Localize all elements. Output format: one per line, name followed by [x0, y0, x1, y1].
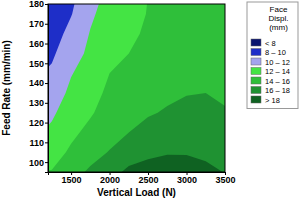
x-axis-tick-label: 3000 — [177, 175, 197, 185]
y-axis-tick-label: 140 — [29, 78, 44, 88]
legend: FaceDispl.(mm) < 88 – 1010 – 1212 – 1414 … — [247, 2, 298, 109]
contour-band — [48, 4, 225, 172]
y-axis-tick: 100 — [29, 157, 48, 167]
contour-band — [85, 93, 225, 172]
y-axis-tick: 150 — [29, 59, 48, 69]
chart: 1500 2000 2500 3000 3500 100 110 120 130 140 150 16… — [0, 0, 300, 199]
legend-label: 14 – 16 — [265, 77, 290, 86]
x-axis-tick: 1500 — [62, 172, 82, 185]
x-axis-title: Vertical Load (N) — [97, 187, 176, 198]
legend-label: 8 – 10 — [265, 48, 286, 57]
legend-title: (mm) — [269, 23, 288, 32]
x-axis-tick-label: 1500 — [62, 175, 82, 185]
contour-band — [48, 4, 225, 172]
y-axis-tick-mark — [45, 44, 48, 45]
legend-swatch — [251, 77, 261, 84]
y-axis-tick-label: 130 — [29, 98, 44, 108]
y-axis-tick-label: 110 — [29, 138, 44, 148]
x-axis-tick-label: 2000 — [100, 175, 120, 185]
legend-swatch — [251, 87, 261, 94]
x-axis-tick: 2000 — [100, 172, 120, 185]
contour-band — [122, 155, 223, 172]
legend-box — [247, 2, 298, 109]
y-axis-tick-label: 120 — [29, 118, 44, 128]
legend-swatch — [251, 58, 261, 65]
legend-label: 16 – 18 — [265, 86, 290, 95]
y-axis-tick: 170 — [29, 19, 48, 29]
y-axis: 100 110 120 130 140 150 160 170 180 — [29, 0, 49, 172]
y-axis-tick-label: 160 — [29, 39, 44, 49]
plot-area — [48, 4, 225, 172]
legend-swatch — [251, 49, 261, 56]
x-axis-tick-label: 3500 — [215, 175, 235, 185]
contour-band — [48, 4, 225, 172]
legend-label: > 18 — [265, 96, 280, 105]
x-axis-tick: 3000 — [177, 172, 197, 185]
y-axis-tick-mark — [45, 4, 48, 5]
y-axis-title: Feed Rate (mm/min) — [1, 40, 12, 136]
x-axis-tick: 2500 — [139, 172, 159, 185]
contour-band — [48, 4, 225, 172]
y-axis-tick-mark — [45, 162, 48, 163]
y-axis-tick: 120 — [29, 118, 48, 128]
legend-title: Displ. — [268, 14, 288, 23]
y-axis-tick-label: 150 — [29, 59, 44, 69]
y-axis-tick: 160 — [29, 39, 48, 49]
legend-label: 12 – 14 — [265, 67, 290, 76]
legend-label: 10 – 12 — [265, 58, 290, 67]
y-axis-tick: 140 — [29, 78, 48, 88]
legend-label: < 8 — [265, 39, 276, 48]
y-axis-tick-mark — [45, 103, 48, 104]
x-axis-tick-label: 2500 — [139, 175, 159, 185]
legend-swatch — [251, 39, 261, 46]
x-axis-tick: 3500 — [215, 172, 235, 185]
plot-frame — [48, 4, 225, 172]
y-axis-tick: 130 — [29, 98, 48, 108]
y-axis-tick-label: 170 — [29, 19, 44, 29]
y-axis-tick-mark — [45, 142, 48, 143]
legend-swatch — [251, 68, 261, 75]
y-axis-tick-mark — [45, 63, 48, 64]
legend-title: Face — [270, 5, 288, 14]
y-axis-tick-mark — [45, 83, 48, 84]
y-axis-tick-label: 180 — [29, 0, 44, 9]
legend-swatch — [251, 96, 261, 103]
y-axis-tick-label: 100 — [29, 157, 44, 167]
y-axis-line — [45, 5, 49, 173]
y-axis-tick-mark — [45, 24, 48, 25]
y-axis-tick: 180 — [29, 0, 48, 9]
x-axis: 1500 2000 2500 3000 3500 — [49, 172, 236, 185]
y-axis-tick: 110 — [29, 138, 48, 148]
y-axis-tick-mark — [45, 123, 48, 124]
